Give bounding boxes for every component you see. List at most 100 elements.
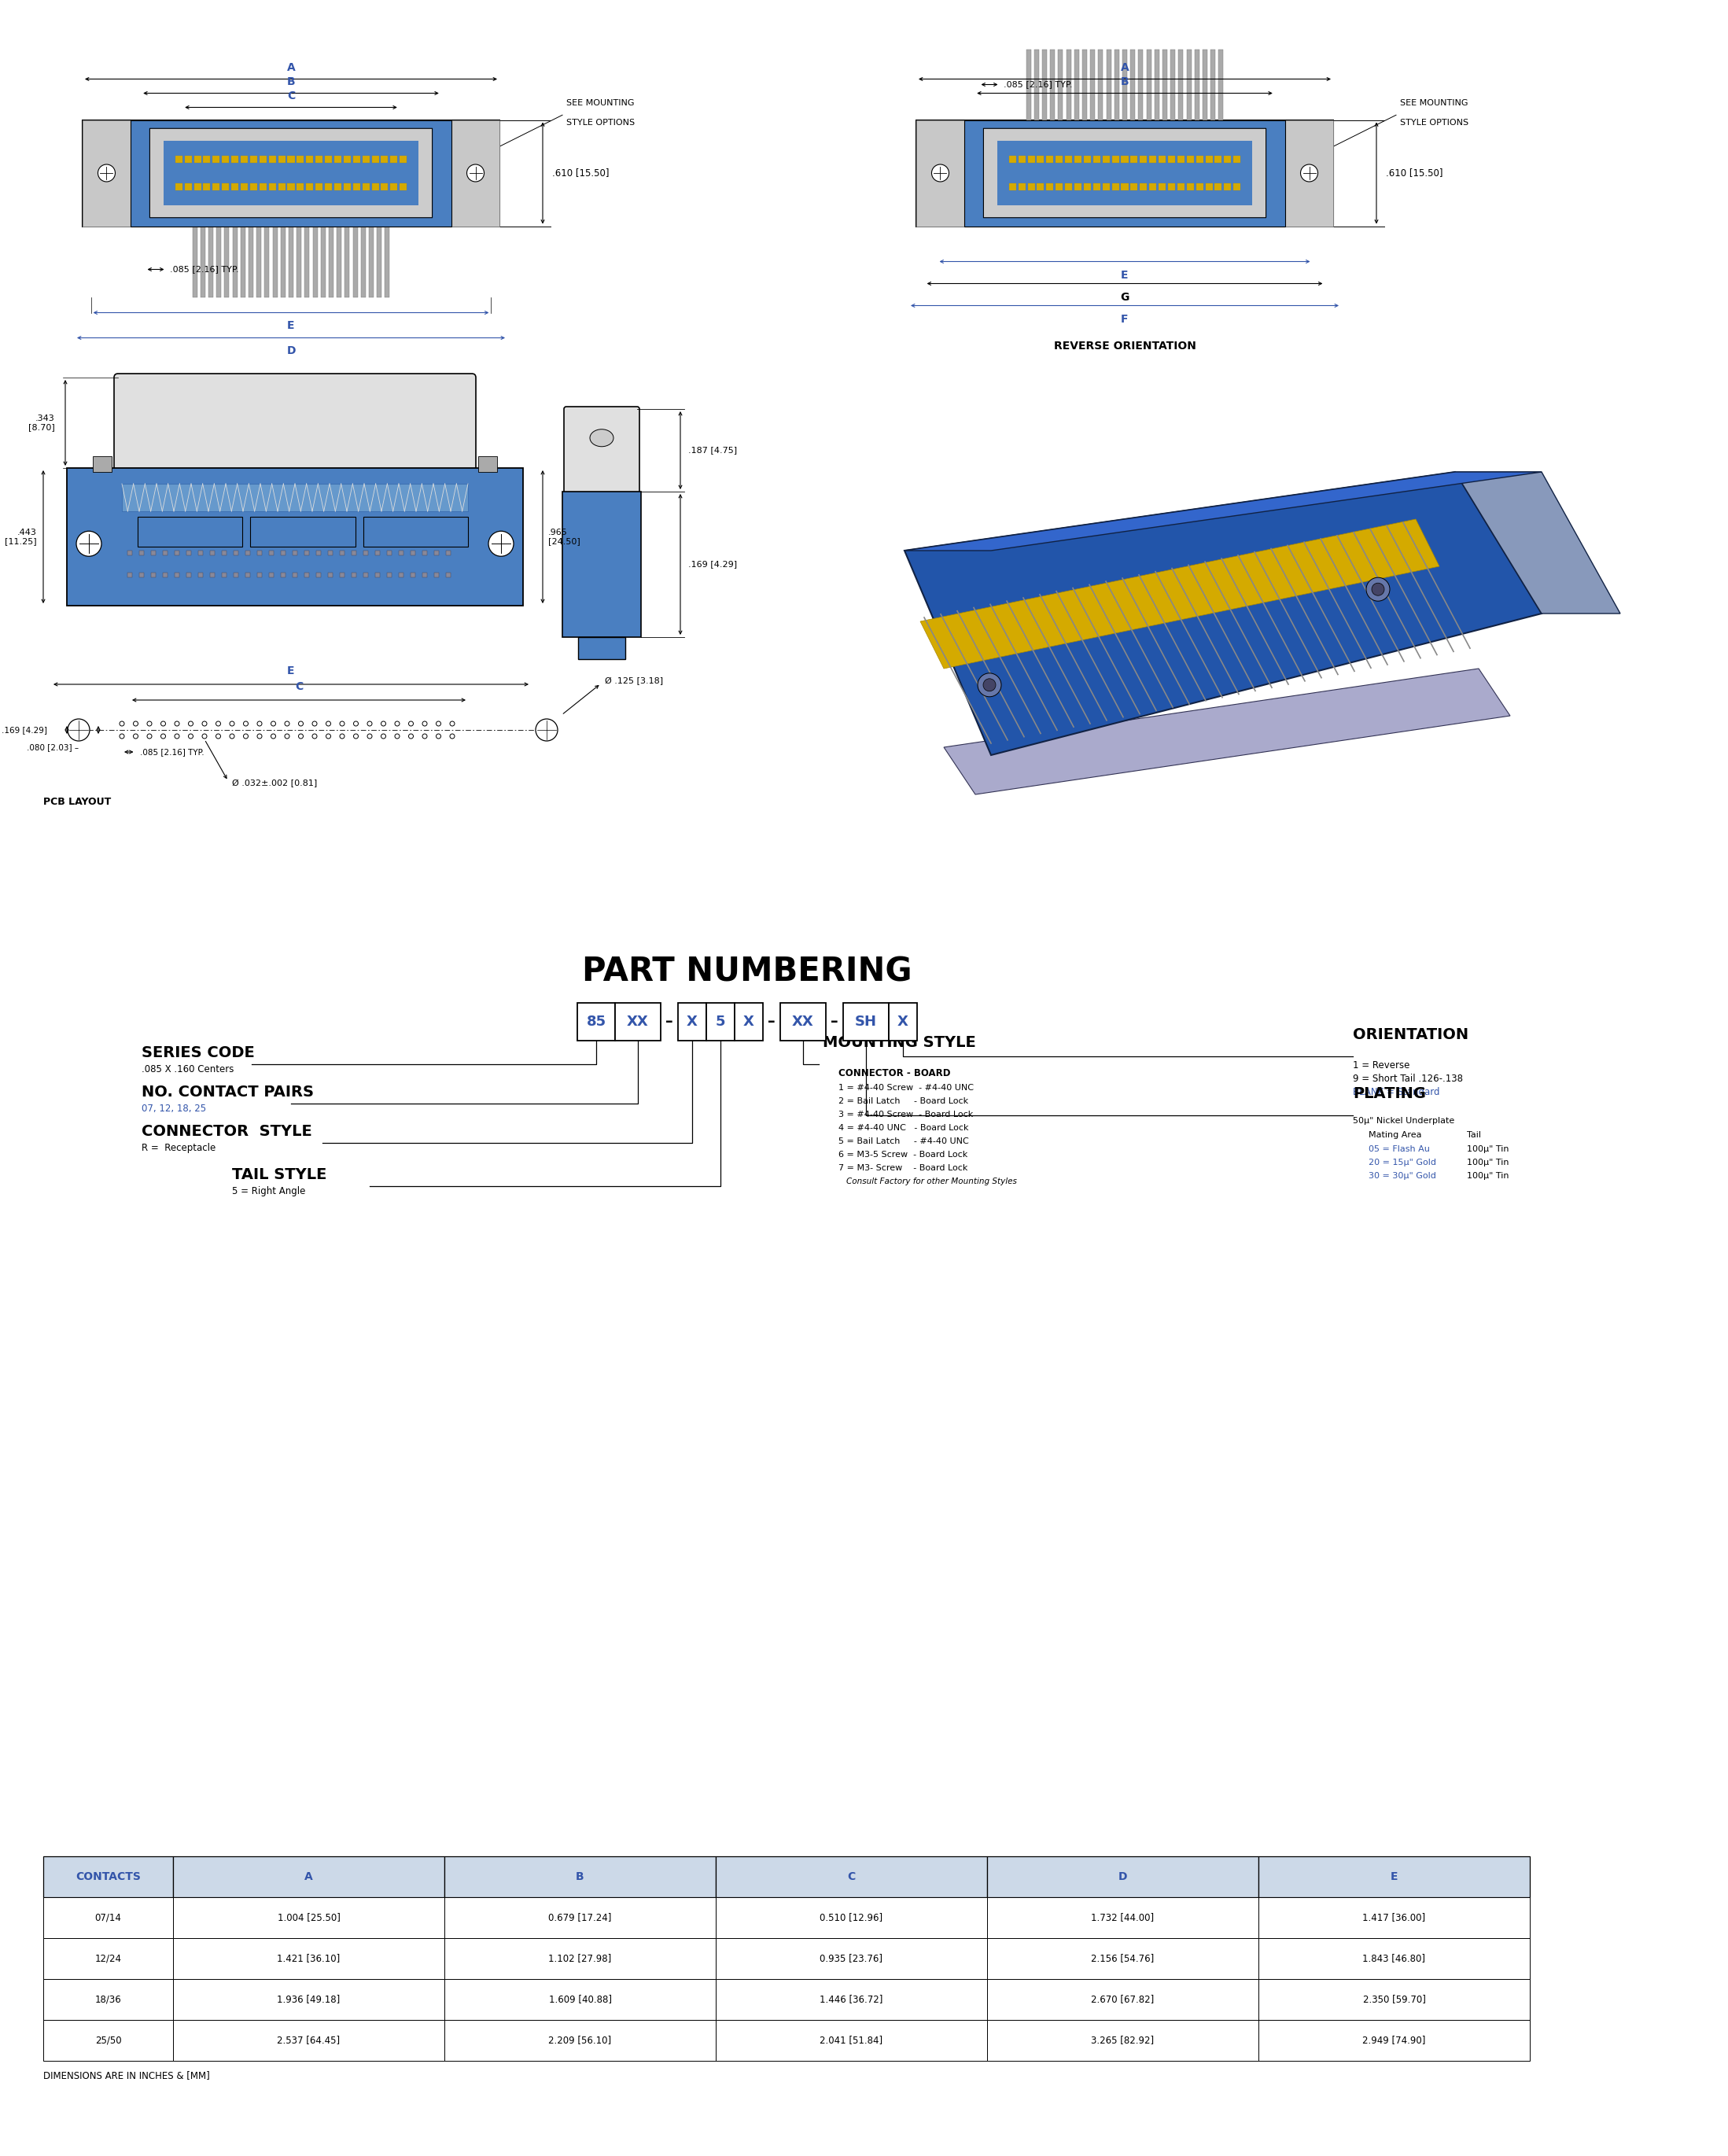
- Text: E: E: [1391, 1871, 1398, 1882]
- Text: E: E: [287, 666, 295, 677]
- Bar: [1196, 155, 1203, 162]
- Bar: [1083, 155, 1090, 162]
- Text: 4 = #4-40 UNC   - Board Lock: 4 = #4-40 UNC - Board Lock: [838, 1123, 969, 1132]
- Text: 1.936 [49.18]: 1.936 [49.18]: [276, 1994, 340, 2005]
- Bar: [1121, 183, 1128, 190]
- Bar: [334, 183, 342, 190]
- Bar: [372, 155, 378, 162]
- Text: 0.935 [23.76]: 0.935 [23.76]: [821, 1953, 883, 1964]
- Text: 1.732 [44.00]: 1.732 [44.00]: [1092, 1912, 1154, 1923]
- Bar: [351, 550, 356, 556]
- Text: .187 [4.75]: .187 [4.75]: [688, 446, 738, 455]
- Text: STYLE OPTIONS: STYLE OPTIONS: [567, 119, 634, 127]
- Text: 2.670 [67.82]: 2.670 [67.82]: [1090, 1994, 1154, 2005]
- Circle shape: [271, 722, 276, 727]
- Text: A: A: [304, 1871, 313, 1882]
- Bar: [334, 155, 342, 162]
- Text: R =  Receptacle: R = Receptacle: [142, 1143, 216, 1153]
- Bar: [175, 155, 183, 162]
- Bar: [337, 226, 342, 298]
- Bar: [380, 183, 389, 190]
- Circle shape: [202, 733, 207, 740]
- Bar: [43, 1938, 173, 1979]
- Bar: [140, 573, 143, 578]
- Bar: [1058, 50, 1063, 121]
- Circle shape: [327, 733, 330, 740]
- Bar: [287, 183, 294, 190]
- Bar: [233, 550, 238, 556]
- Bar: [353, 226, 358, 298]
- Bar: [781, 1003, 826, 1041]
- Bar: [1090, 50, 1096, 121]
- Circle shape: [313, 722, 316, 727]
- Circle shape: [340, 722, 344, 727]
- Bar: [187, 550, 192, 556]
- Bar: [325, 183, 332, 190]
- Text: .965
[24.50]: .965 [24.50]: [548, 528, 581, 545]
- Text: CONNECTOR - BOARD: CONNECTOR - BOARD: [838, 1067, 950, 1078]
- Text: 5 = Bail Latch     - #4-40 UNC: 5 = Bail Latch - #4-40 UNC: [838, 1138, 969, 1145]
- Bar: [1047, 155, 1054, 162]
- Bar: [387, 550, 392, 556]
- Bar: [1187, 50, 1191, 121]
- Bar: [83, 121, 131, 226]
- Bar: [173, 1897, 444, 1938]
- Bar: [173, 1938, 444, 1979]
- Bar: [292, 550, 297, 556]
- Bar: [1111, 183, 1120, 190]
- Bar: [328, 573, 334, 578]
- Bar: [240, 155, 247, 162]
- Bar: [43, 1897, 173, 1938]
- Bar: [278, 183, 285, 190]
- Bar: [1083, 183, 1090, 190]
- Bar: [987, 2020, 1258, 2061]
- Circle shape: [188, 733, 194, 740]
- Text: X: X: [743, 1015, 753, 1028]
- Bar: [1075, 183, 1082, 190]
- Text: D: D: [287, 345, 295, 356]
- Circle shape: [978, 673, 1001, 696]
- Circle shape: [382, 722, 385, 727]
- FancyBboxPatch shape: [150, 129, 432, 218]
- Text: PART NUMBERING: PART NUMBERING: [582, 955, 912, 990]
- Bar: [175, 573, 180, 578]
- Bar: [399, 183, 406, 190]
- Bar: [1075, 155, 1082, 162]
- Bar: [734, 1003, 764, 1041]
- Text: A: A: [1120, 63, 1128, 73]
- Circle shape: [422, 733, 427, 740]
- Bar: [1026, 50, 1032, 121]
- Bar: [1177, 183, 1184, 190]
- Polygon shape: [1455, 472, 1621, 614]
- Bar: [422, 550, 427, 556]
- Text: 1.421 [36.10]: 1.421 [36.10]: [276, 1953, 340, 1964]
- Bar: [162, 550, 168, 556]
- Text: C: C: [287, 91, 295, 101]
- Bar: [1223, 155, 1230, 162]
- Bar: [562, 492, 641, 638]
- Circle shape: [354, 722, 358, 727]
- Circle shape: [931, 164, 949, 181]
- Bar: [363, 517, 468, 548]
- Bar: [715, 1938, 987, 1979]
- Text: 1.004 [25.50]: 1.004 [25.50]: [276, 1912, 340, 1923]
- Bar: [1123, 50, 1127, 121]
- Bar: [843, 1003, 888, 1041]
- Bar: [1082, 50, 1087, 121]
- Circle shape: [147, 722, 152, 727]
- Polygon shape: [921, 520, 1439, 668]
- Bar: [1163, 50, 1166, 121]
- Circle shape: [489, 530, 513, 556]
- Bar: [304, 573, 309, 578]
- Circle shape: [188, 722, 194, 727]
- Bar: [1094, 155, 1101, 162]
- Bar: [240, 183, 247, 190]
- Bar: [194, 183, 200, 190]
- Circle shape: [340, 733, 344, 740]
- Bar: [164, 140, 418, 205]
- FancyBboxPatch shape: [983, 129, 1267, 218]
- Bar: [987, 1856, 1258, 1897]
- Bar: [211, 573, 214, 578]
- Bar: [1206, 183, 1213, 190]
- Circle shape: [271, 733, 276, 740]
